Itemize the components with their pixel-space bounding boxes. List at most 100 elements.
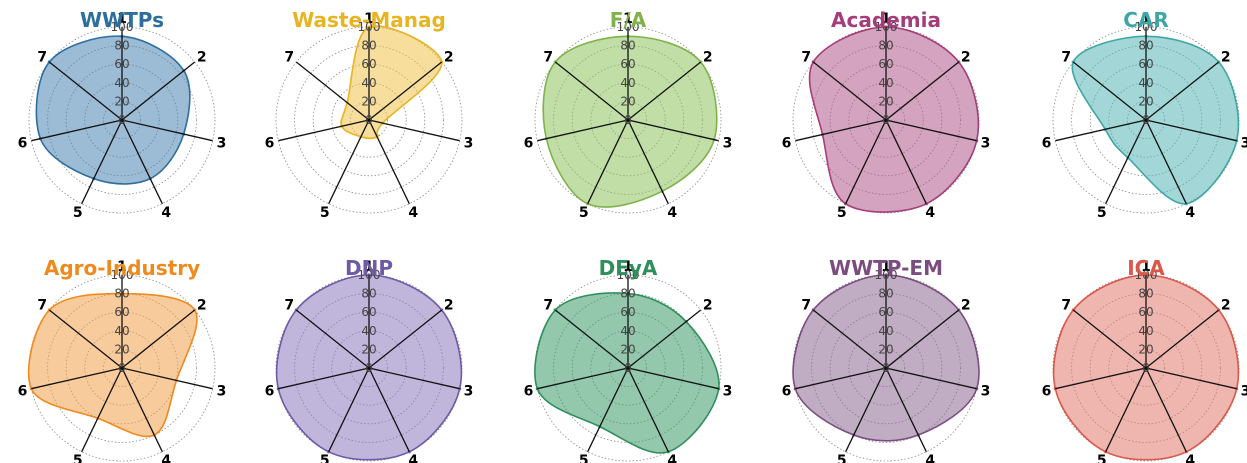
axis-spoke-7 <box>554 309 629 369</box>
radial-tick-label: 60 <box>620 57 635 71</box>
axis-label-2: 2 <box>961 297 971 313</box>
radial-tick-label: 20 <box>1138 342 1153 356</box>
axis-label-5: 5 <box>579 453 589 463</box>
axis-label-5: 5 <box>73 205 83 221</box>
radial-tick-label: 100 <box>111 268 134 282</box>
axis-label-4: 4 <box>667 205 677 221</box>
series-area <box>340 25 443 140</box>
axis-spoke-6 <box>537 119 629 142</box>
axis-spoke-2 <box>368 61 443 121</box>
axis-spoke-5 <box>845 119 887 205</box>
axis-label-7: 7 <box>1061 49 1071 65</box>
axis-label-1: 1 <box>364 259 374 275</box>
axis-label-2: 2 <box>197 49 207 65</box>
radial-tick-label: 60 <box>878 305 893 319</box>
axis-spoke-2 <box>1145 61 1220 121</box>
radial-tick-label: 80 <box>620 39 635 53</box>
radial-tick-label: 40 <box>620 324 635 338</box>
axis-label-5: 5 <box>579 205 589 221</box>
axis-label-4: 4 <box>161 205 171 221</box>
chart-title: Agro-Industry <box>43 256 201 280</box>
axis-label-4: 4 <box>408 205 418 221</box>
radial-tick-label: 100 <box>617 20 640 34</box>
radial-tick-label: 60 <box>1138 305 1153 319</box>
axis-label-5: 5 <box>320 453 330 463</box>
radial-tick-label: 20 <box>114 342 129 356</box>
radial-tick-label: 0 <box>624 113 632 127</box>
radial-tick-label: 100 <box>875 20 898 34</box>
axis-label-3: 3 <box>217 136 227 152</box>
axis-label-6: 6 <box>524 136 534 152</box>
axis-spoke-6 <box>1055 367 1147 390</box>
axis-label-6: 6 <box>18 136 28 152</box>
axis-label-2: 2 <box>1221 49 1231 65</box>
radial-tick-label: 0 <box>882 113 890 127</box>
radial-tick-label: 20 <box>878 342 893 356</box>
axis-label-5: 5 <box>837 205 847 221</box>
axis-label-1: 1 <box>881 259 891 275</box>
axis-spoke-2 <box>121 61 196 121</box>
axis-spoke-2 <box>627 309 702 369</box>
axis-spoke-5 <box>328 367 370 453</box>
radial-tick-label: 20 <box>114 94 129 108</box>
chart-title: ICA <box>1127 256 1165 280</box>
axis-label-1: 1 <box>1141 259 1151 275</box>
axis-label-6: 6 <box>265 384 275 400</box>
axis-label-3: 3 <box>981 384 991 400</box>
axis-spoke-6 <box>278 119 370 142</box>
radar-svg: 1 2 3 4 5 6 7 0 20 40 60 80 100 <box>524 11 733 221</box>
radial-tick-label: 20 <box>361 94 376 108</box>
radial-tick-label: 0 <box>365 361 373 375</box>
axis-spoke-5 <box>1105 119 1147 205</box>
chart-title: DNP <box>345 256 393 280</box>
radial-tick-label: 40 <box>361 76 376 90</box>
radial-tick-label: 60 <box>361 57 376 71</box>
axis-spoke-7 <box>812 309 887 369</box>
radial-tick-label: 20 <box>361 342 376 356</box>
axis-spoke-2 <box>885 61 960 121</box>
radial-tick-label: 40 <box>620 76 635 90</box>
radial-tick-label: 80 <box>1138 287 1153 301</box>
axis-spoke-4 <box>885 367 927 453</box>
radial-tick-label: 60 <box>1138 57 1153 71</box>
axis-label-4: 4 <box>925 453 935 463</box>
radial-tick-label: 0 <box>1142 361 1150 375</box>
axis-spoke-5 <box>81 119 123 205</box>
axis-label-5: 5 <box>320 205 330 221</box>
radial-tick-label: 0 <box>882 361 890 375</box>
axis-spoke-2 <box>627 61 702 121</box>
axis-label-5: 5 <box>73 453 83 463</box>
radial-tick-label: 80 <box>878 39 893 53</box>
axis-label-1: 1 <box>623 11 633 27</box>
axis-label-7: 7 <box>801 297 811 313</box>
radial-tick-label: 20 <box>878 94 893 108</box>
radial-tick-label: 80 <box>114 39 129 53</box>
radial-tick-label: 0 <box>1142 113 1150 127</box>
radial-tick-label: 100 <box>1135 268 1158 282</box>
axis-spoke-5 <box>845 367 887 453</box>
axis-spoke-4 <box>121 367 163 453</box>
axis-spoke-3 <box>885 367 977 390</box>
radial-tick-label: 20 <box>620 342 635 356</box>
axis-label-1: 1 <box>117 11 127 27</box>
radial-tick-label: 0 <box>118 361 126 375</box>
radar-svg: 1 2 3 4 5 6 7 0 20 40 60 80 100 <box>782 11 991 221</box>
axis-label-3: 3 <box>464 384 474 400</box>
radial-tick-label: 60 <box>114 57 129 71</box>
axis-spoke-6 <box>31 367 123 390</box>
axis-label-6: 6 <box>1042 384 1052 400</box>
axis-spoke-2 <box>368 309 443 369</box>
axis-spoke-4 <box>885 119 927 205</box>
axis-spoke-3 <box>1145 367 1237 390</box>
radial-tick-label: 60 <box>620 305 635 319</box>
radial-tick-label: 100 <box>111 20 134 34</box>
axis-spoke-5 <box>587 119 629 205</box>
radial-tick-label: 40 <box>361 324 376 338</box>
axis-label-6: 6 <box>782 136 792 152</box>
radial-tick-label: 0 <box>624 361 632 375</box>
axis-spoke-3 <box>121 119 213 142</box>
axis-spoke-7 <box>1072 61 1147 121</box>
series-area <box>35 35 191 185</box>
axis-label-1: 1 <box>117 259 127 275</box>
axis-spoke-4 <box>1145 367 1187 453</box>
